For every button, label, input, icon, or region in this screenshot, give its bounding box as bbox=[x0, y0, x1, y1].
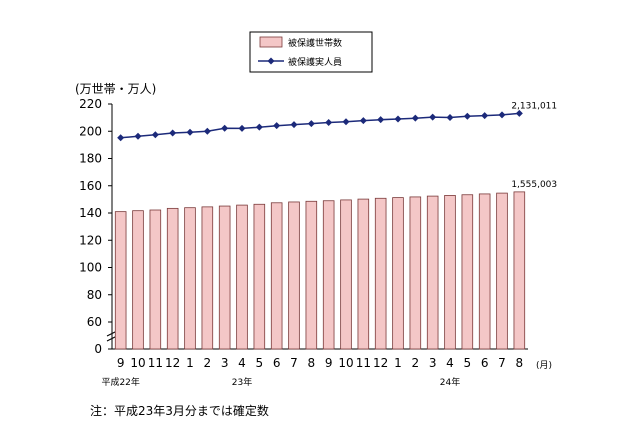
y-tick-label: 120 bbox=[79, 233, 102, 247]
line-point bbox=[186, 128, 194, 136]
legend-bar-label: 被保護世帯数 bbox=[288, 37, 342, 49]
bar bbox=[409, 196, 422, 350]
line-point bbox=[134, 132, 142, 140]
legend: 被保護世帯数 被保護実人員 bbox=[249, 31, 373, 73]
y-axis-unit-label: (万世帯・万人) bbox=[75, 82, 156, 96]
line-data-label: 2,131,011 bbox=[511, 101, 557, 111]
bar-data-label: 1,555,003 bbox=[511, 180, 557, 190]
bar bbox=[392, 197, 404, 350]
y-tick-label: 60 bbox=[87, 315, 102, 329]
era-label: 24年 bbox=[440, 376, 460, 388]
bar bbox=[270, 202, 283, 350]
plot-area: 0 60 80 100 120 140 160 180 200 220 2,131,011 1,555… bbox=[79, 97, 557, 388]
bar bbox=[513, 191, 526, 350]
era-label: 平成22年 bbox=[101, 376, 139, 388]
y-tick-label: 0 bbox=[94, 342, 102, 356]
line-point bbox=[273, 122, 281, 130]
line-point bbox=[221, 124, 229, 132]
x-tick-label: 2 bbox=[412, 356, 420, 370]
bar bbox=[184, 207, 196, 350]
bar bbox=[236, 204, 248, 350]
line-point bbox=[498, 111, 506, 119]
x-axis-unit-label: (月) bbox=[536, 360, 552, 371]
line-point bbox=[359, 117, 367, 125]
x-tick-label: 6 bbox=[481, 356, 489, 370]
bar bbox=[253, 203, 266, 350]
line-point bbox=[169, 129, 177, 137]
bar bbox=[132, 210, 144, 350]
bar bbox=[218, 205, 231, 350]
line-point bbox=[238, 124, 246, 132]
line-point bbox=[325, 119, 333, 127]
x-tick-label: 4 bbox=[446, 356, 454, 370]
x-tick-label: 6 bbox=[273, 356, 281, 370]
x-tick-label: 8 bbox=[308, 356, 316, 370]
line-point bbox=[203, 127, 211, 135]
x-tick-label: 9 bbox=[117, 356, 125, 370]
bar bbox=[288, 201, 300, 350]
x-tick-label: 7 bbox=[498, 356, 506, 370]
x-tick-label: 2 bbox=[204, 356, 212, 370]
bar bbox=[114, 211, 127, 350]
x-tick-label: 12 bbox=[165, 356, 180, 370]
footnote: 注：平成23年3月分までは確定数 bbox=[90, 404, 269, 418]
line-point bbox=[377, 116, 385, 124]
bar bbox=[357, 198, 370, 350]
line-point bbox=[481, 112, 489, 120]
x-tick-label: 1 bbox=[186, 356, 194, 370]
line-point bbox=[255, 123, 263, 131]
legend-line-label: 被保護実人員 bbox=[288, 56, 342, 68]
y-tick-label: 80 bbox=[87, 288, 102, 302]
bar bbox=[149, 209, 162, 350]
legend-bar-swatch bbox=[259, 36, 283, 48]
line-point bbox=[411, 114, 419, 122]
x-tick-label: 7 bbox=[290, 356, 298, 370]
line-point bbox=[446, 113, 454, 121]
bar bbox=[201, 206, 214, 350]
y-tick-label: 160 bbox=[79, 179, 102, 193]
y-tick-label: 100 bbox=[79, 261, 102, 275]
line-point bbox=[463, 112, 471, 120]
bar bbox=[322, 200, 335, 350]
y-tick-label: 220 bbox=[79, 97, 102, 111]
bar bbox=[340, 199, 352, 350]
series-line bbox=[120, 112, 520, 139]
bar bbox=[461, 194, 474, 350]
legend-line-marker bbox=[267, 57, 275, 65]
line-point bbox=[515, 109, 523, 117]
y-tick-label: 180 bbox=[79, 152, 102, 166]
line-point bbox=[429, 113, 437, 121]
x-tick-label: 5 bbox=[464, 356, 472, 370]
y-tick-label: 200 bbox=[79, 124, 102, 138]
x-tick-label: 3 bbox=[221, 356, 229, 370]
line-point bbox=[290, 121, 298, 129]
x-tick-label: 5 bbox=[256, 356, 264, 370]
bar bbox=[166, 207, 179, 350]
bar bbox=[374, 197, 387, 350]
x-tick-label: 3 bbox=[429, 356, 437, 370]
x-tick-label: 11 bbox=[356, 356, 371, 370]
line-point bbox=[342, 118, 350, 126]
bar bbox=[496, 192, 508, 350]
line-point bbox=[117, 134, 125, 142]
line-point bbox=[307, 120, 315, 128]
x-tick-label: 10 bbox=[130, 356, 145, 370]
x-tick-label: 1 bbox=[394, 356, 402, 370]
bar bbox=[305, 200, 318, 350]
bar bbox=[426, 195, 439, 350]
x-tick-label: 12 bbox=[373, 356, 388, 370]
line-point bbox=[151, 131, 159, 139]
bar bbox=[478, 193, 491, 350]
era-label: 23年 bbox=[232, 376, 252, 388]
x-tick-label: 11 bbox=[148, 356, 163, 370]
x-tick-label: 8 bbox=[516, 356, 524, 370]
y-tick-label: 140 bbox=[79, 206, 102, 220]
x-tick-label: 9 bbox=[325, 356, 333, 370]
line-point bbox=[394, 115, 402, 123]
bar bbox=[444, 195, 456, 350]
x-tick-label: 10 bbox=[338, 356, 353, 370]
x-tick-label: 4 bbox=[238, 356, 246, 370]
